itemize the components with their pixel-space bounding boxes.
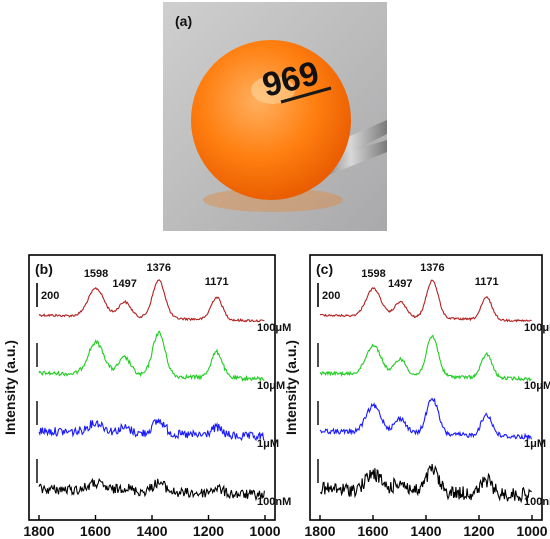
peak-label: 1376 (147, 262, 171, 274)
ping-pong-ball-photo: 969 (a) (163, 2, 387, 231)
peak-label: 1497 (388, 278, 412, 290)
panel-label: (b) (35, 261, 53, 277)
series-label: 100nM (524, 496, 550, 508)
ping-pong-ball (191, 40, 351, 200)
peak-label: 1497 (112, 278, 136, 290)
x-tick-label: 1200 (193, 523, 224, 539)
chart-frame-b (28, 254, 276, 521)
series-line (38, 477, 265, 502)
ball-shadow (203, 188, 343, 212)
x-tick-label: 1800 (23, 523, 54, 539)
scale-bar-label: 200 (41, 290, 59, 302)
x-tick-label: 1400 (136, 523, 167, 539)
peak-label: 1171 (475, 276, 499, 288)
panel-a-label: (a) (175, 13, 192, 29)
x-tick-label: 1000 (516, 523, 547, 539)
peak-label: 1598 (84, 268, 108, 280)
x-tick-label: 1800 (304, 523, 335, 539)
series-label: 100μM (257, 322, 291, 334)
series-label: 10μM (257, 380, 285, 392)
series-label: 100nM (257, 496, 291, 508)
x-tick-label: 1600 (357, 523, 388, 539)
scale-bar-label: 200 (322, 290, 340, 302)
series-line (38, 417, 265, 442)
series-label: 10μM (524, 380, 550, 392)
chart-panel-b: 18001600140012001000Raman Shift (cm⁻¹)In… (2, 254, 291, 539)
chart-frame-c (309, 254, 543, 521)
series-label: 1μM (257, 438, 279, 450)
peak-label: 1598 (361, 268, 385, 280)
x-tick-label: 1200 (463, 523, 494, 539)
peak-label: 1171 (205, 276, 229, 288)
x-tick-label: 1400 (410, 523, 441, 539)
y-axis-label: Intensity (a.u.) (283, 340, 299, 435)
ball-highlight (251, 76, 295, 104)
x-tick-label: 1600 (80, 523, 111, 539)
ball-number-underline (280, 86, 332, 104)
peak-label: 1376 (420, 262, 444, 274)
x-tick-label: 1000 (249, 523, 280, 539)
series-line (319, 279, 532, 323)
y-axis-label: Intensity (a.u.) (2, 340, 18, 435)
panel-label: (c) (316, 261, 333, 277)
series-line (319, 397, 533, 441)
series-line (319, 463, 532, 504)
series-label: 1μM (524, 438, 546, 450)
series-label: 100μM (524, 322, 550, 334)
series-line (38, 279, 265, 323)
series-line (319, 334, 532, 382)
series-line (38, 330, 265, 383)
photo-panel: 969 (a) (163, 2, 387, 231)
chart-panel-c: 18001600140012001000Raman Shift (cm⁻¹)In… (283, 254, 550, 539)
